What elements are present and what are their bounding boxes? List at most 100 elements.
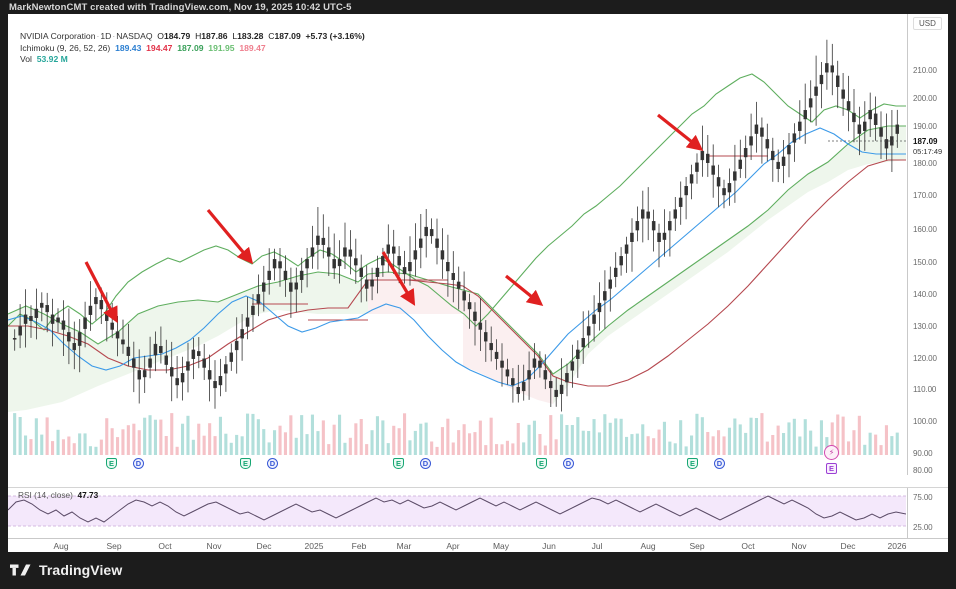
earnings-marker[interactable]: E: [393, 458, 404, 469]
senkou-span-b-line: [8, 125, 906, 375]
rsi-legend[interactable]: RSI (14, close) 47.73: [18, 490, 98, 500]
legend-volume-row[interactable]: Vol 53.92 M: [20, 54, 365, 66]
ichimoku-value-1: 189.43: [115, 42, 142, 53]
time-tick: 2025: [304, 541, 324, 551]
earnings-marker-upcoming[interactable]: E: [826, 463, 837, 474]
time-tick: Dec: [840, 541, 856, 551]
down-arrow-1: [84, 261, 118, 324]
main-price-pane[interactable]: E D E D E D E D E D ⚡ E: [8, 14, 906, 475]
dividend-marker[interactable]: D: [133, 458, 144, 469]
price-tick: 160.00: [913, 225, 937, 234]
price-chart-svg: [8, 14, 906, 475]
earnings-marker[interactable]: E: [240, 458, 251, 469]
rsi-line: [8, 495, 906, 523]
legend-ichimoku-row[interactable]: Ichimoku (9, 26, 52, 26) 189.43 194.47 1…: [20, 43, 365, 55]
time-tick: Jun: [542, 541, 556, 551]
footer-bar: TradingView: [0, 554, 956, 589]
legend-symbol[interactable]: NVIDIA Corporation: [20, 31, 96, 41]
price-tick: 90.00: [913, 449, 933, 458]
price-tick: 200.00: [913, 94, 937, 103]
price-tick: 190.00: [913, 122, 937, 131]
price-tick: 210.00: [913, 66, 937, 75]
legend-low-label: L: [232, 31, 238, 41]
rsi-tick: 75.00: [913, 493, 933, 502]
time-tick: Aug: [640, 541, 656, 551]
price-tick: 170.00: [913, 191, 937, 200]
volume-series: [13, 413, 899, 455]
price-axis[interactable]: USD 210.00 200.00 190.00 187.09 05:17:49…: [907, 14, 948, 475]
time-tick: Nov: [791, 541, 807, 551]
rsi-band: [8, 496, 906, 526]
price-tick: 80.00: [913, 466, 933, 475]
price-tick: 140.00: [913, 290, 937, 299]
legend-close-value: 187.09: [274, 31, 301, 41]
ai-lightning-icon[interactable]: ⚡: [824, 445, 839, 460]
legend-high-label: H: [195, 31, 202, 41]
dividend-marker[interactable]: D: [714, 458, 725, 469]
tradingview-logo-icon: [10, 564, 31, 576]
time-tick: Jul: [591, 541, 603, 551]
time-tick: Dec: [256, 541, 272, 551]
ichimoku-value-5: 189.47: [239, 42, 266, 53]
earnings-marker[interactable]: E: [106, 458, 117, 469]
tradingview-brand: TradingView: [39, 562, 123, 578]
price-tick: 120.00: [913, 354, 937, 363]
rsi-title: RSI (14, close): [18, 490, 73, 500]
rsi-axis[interactable]: 75.00 25.00: [907, 488, 948, 538]
time-tick: Oct: [158, 541, 172, 551]
time-axis[interactable]: Aug Sep Oct Nov Dec 2025 Feb Mar Apr May…: [8, 538, 948, 552]
time-tick: Sep: [106, 541, 122, 551]
ichimoku-value-2: 194.47: [146, 42, 173, 53]
chart-frame: E D E D E D E D E D ⚡ E NVIDIA Corporati…: [8, 14, 948, 552]
dividend-marker[interactable]: D: [563, 458, 574, 469]
annotation-arrows[interactable]: [84, 113, 704, 324]
price-tick: 150.00: [913, 258, 937, 267]
earnings-marker[interactable]: E: [687, 458, 698, 469]
legend-low-value: 183.28: [237, 31, 264, 41]
legend-interval[interactable]: 1D: [100, 31, 112, 41]
dividend-marker[interactable]: D: [420, 458, 431, 469]
tradingview-logo[interactable]: TradingView: [10, 562, 122, 578]
legend-change: +5.73 (+3.16%): [305, 31, 365, 41]
down-arrow-3: [381, 251, 416, 306]
legend-high-value: 187.86: [201, 31, 228, 41]
ichimoku-value-4: 191.95: [208, 42, 235, 53]
volume-label: Vol: [20, 54, 32, 64]
chart-legend: NVIDIA Corporation·1D·NASDAQ O184.79 H18…: [20, 31, 365, 66]
time-tick: Sep: [689, 541, 705, 551]
legend-close-label: C: [268, 31, 275, 41]
price-tick: 110.00: [913, 385, 937, 394]
legend-open-label: O: [157, 31, 164, 41]
down-arrow-4: [504, 274, 544, 307]
legend-open-value: 184.79: [163, 31, 191, 41]
rsi-chart-svg: [8, 488, 906, 538]
rsi-value: 47.73: [77, 490, 99, 500]
candlestick-series: [12, 39, 900, 412]
rsi-pane[interactable]: RSI (14, close) 47.73: [8, 488, 906, 538]
rsi-tick: 25.00: [913, 523, 933, 532]
current-price-label: 187.09: [913, 137, 938, 146]
price-tick: 100.00: [913, 417, 937, 426]
earnings-marker[interactable]: E: [536, 458, 547, 469]
time-tick: Mar: [396, 541, 412, 551]
price-tick: 180.00: [913, 159, 937, 168]
ichimoku-title[interactable]: Ichimoku (9, 26, 52, 26): [20, 42, 111, 53]
down-arrow-5: [657, 113, 704, 151]
pane-divider[interactable]: [8, 487, 948, 488]
time-tick: Apr: [446, 541, 460, 551]
senkou-span-a-line: [8, 73, 906, 331]
kijun-sen-line: [8, 159, 906, 387]
legend-ohlc-row[interactable]: NVIDIA Corporation·1D·NASDAQ O184.79 H18…: [20, 31, 365, 41]
currency-label[interactable]: USD: [913, 17, 942, 30]
legend-exchange: NASDAQ: [116, 31, 153, 41]
ichimoku-value-3: 187.09: [177, 42, 204, 53]
time-tick: 2026: [887, 541, 907, 551]
dividend-marker[interactable]: D: [267, 458, 278, 469]
time-tick: Feb: [351, 541, 367, 551]
time-tick: Oct: [741, 541, 755, 551]
down-arrow-2: [206, 208, 254, 265]
tenkan-sen-line: [8, 127, 906, 387]
countdown-label: 05:17:49: [913, 147, 943, 156]
volume-value: 53.92 M: [36, 54, 68, 64]
